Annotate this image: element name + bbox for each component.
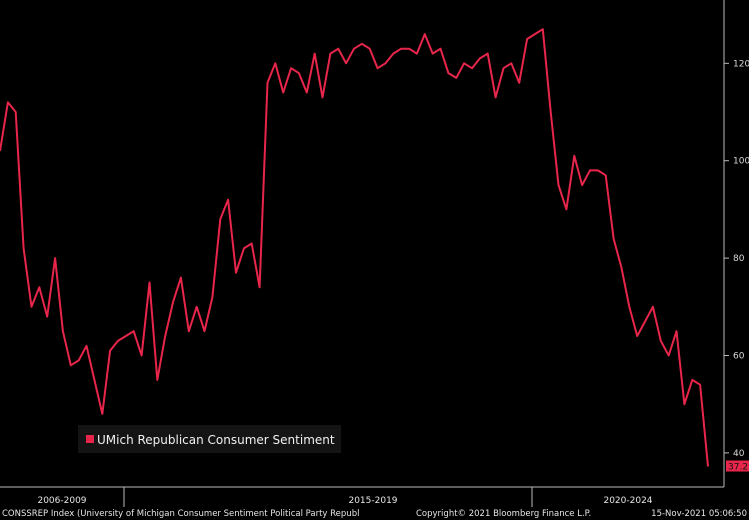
y-tick-label: 60 bbox=[733, 352, 745, 362]
axes bbox=[0, 0, 725, 488]
footer: CONSSREP Index (University of Michigan C… bbox=[2, 509, 747, 519]
y-ticks: 40 60 80 100 120 bbox=[724, 59, 749, 459]
y-tick-label: 40 bbox=[733, 449, 745, 459]
footer-copyright: Copyright© 2021 Bloomberg Finance L.P. bbox=[416, 509, 591, 519]
x-period-label: 2015-2019 bbox=[348, 496, 397, 506]
last-value-label: 37.2 bbox=[728, 463, 748, 473]
series-layer bbox=[0, 28, 709, 467]
x-period-label: 2020-2024 bbox=[603, 496, 652, 506]
series-line bbox=[0, 28, 709, 467]
legend-swatch bbox=[86, 435, 94, 443]
legend-box bbox=[78, 425, 341, 453]
y-tick-label: 80 bbox=[733, 254, 745, 264]
footer-source: CONSSREP Index (University of Michigan C… bbox=[2, 509, 359, 519]
footer-timestamp: 15-Nov-2021 05:06:50 bbox=[651, 509, 747, 519]
last-value-box bbox=[726, 460, 749, 472]
y-tick-label: 120 bbox=[733, 59, 749, 69]
x-period-labels: 2006-2009 2015-2019 2020-2024 bbox=[37, 487, 653, 507]
last-value-tag: 37.2 bbox=[726, 460, 749, 473]
legend: UMich Republican Consumer Sentiment bbox=[78, 425, 341, 453]
y-tick-label: 100 bbox=[733, 157, 749, 167]
legend-label: UMich Republican Consumer Sentiment bbox=[97, 433, 335, 447]
x-period-label: 2006-2009 bbox=[37, 496, 86, 506]
